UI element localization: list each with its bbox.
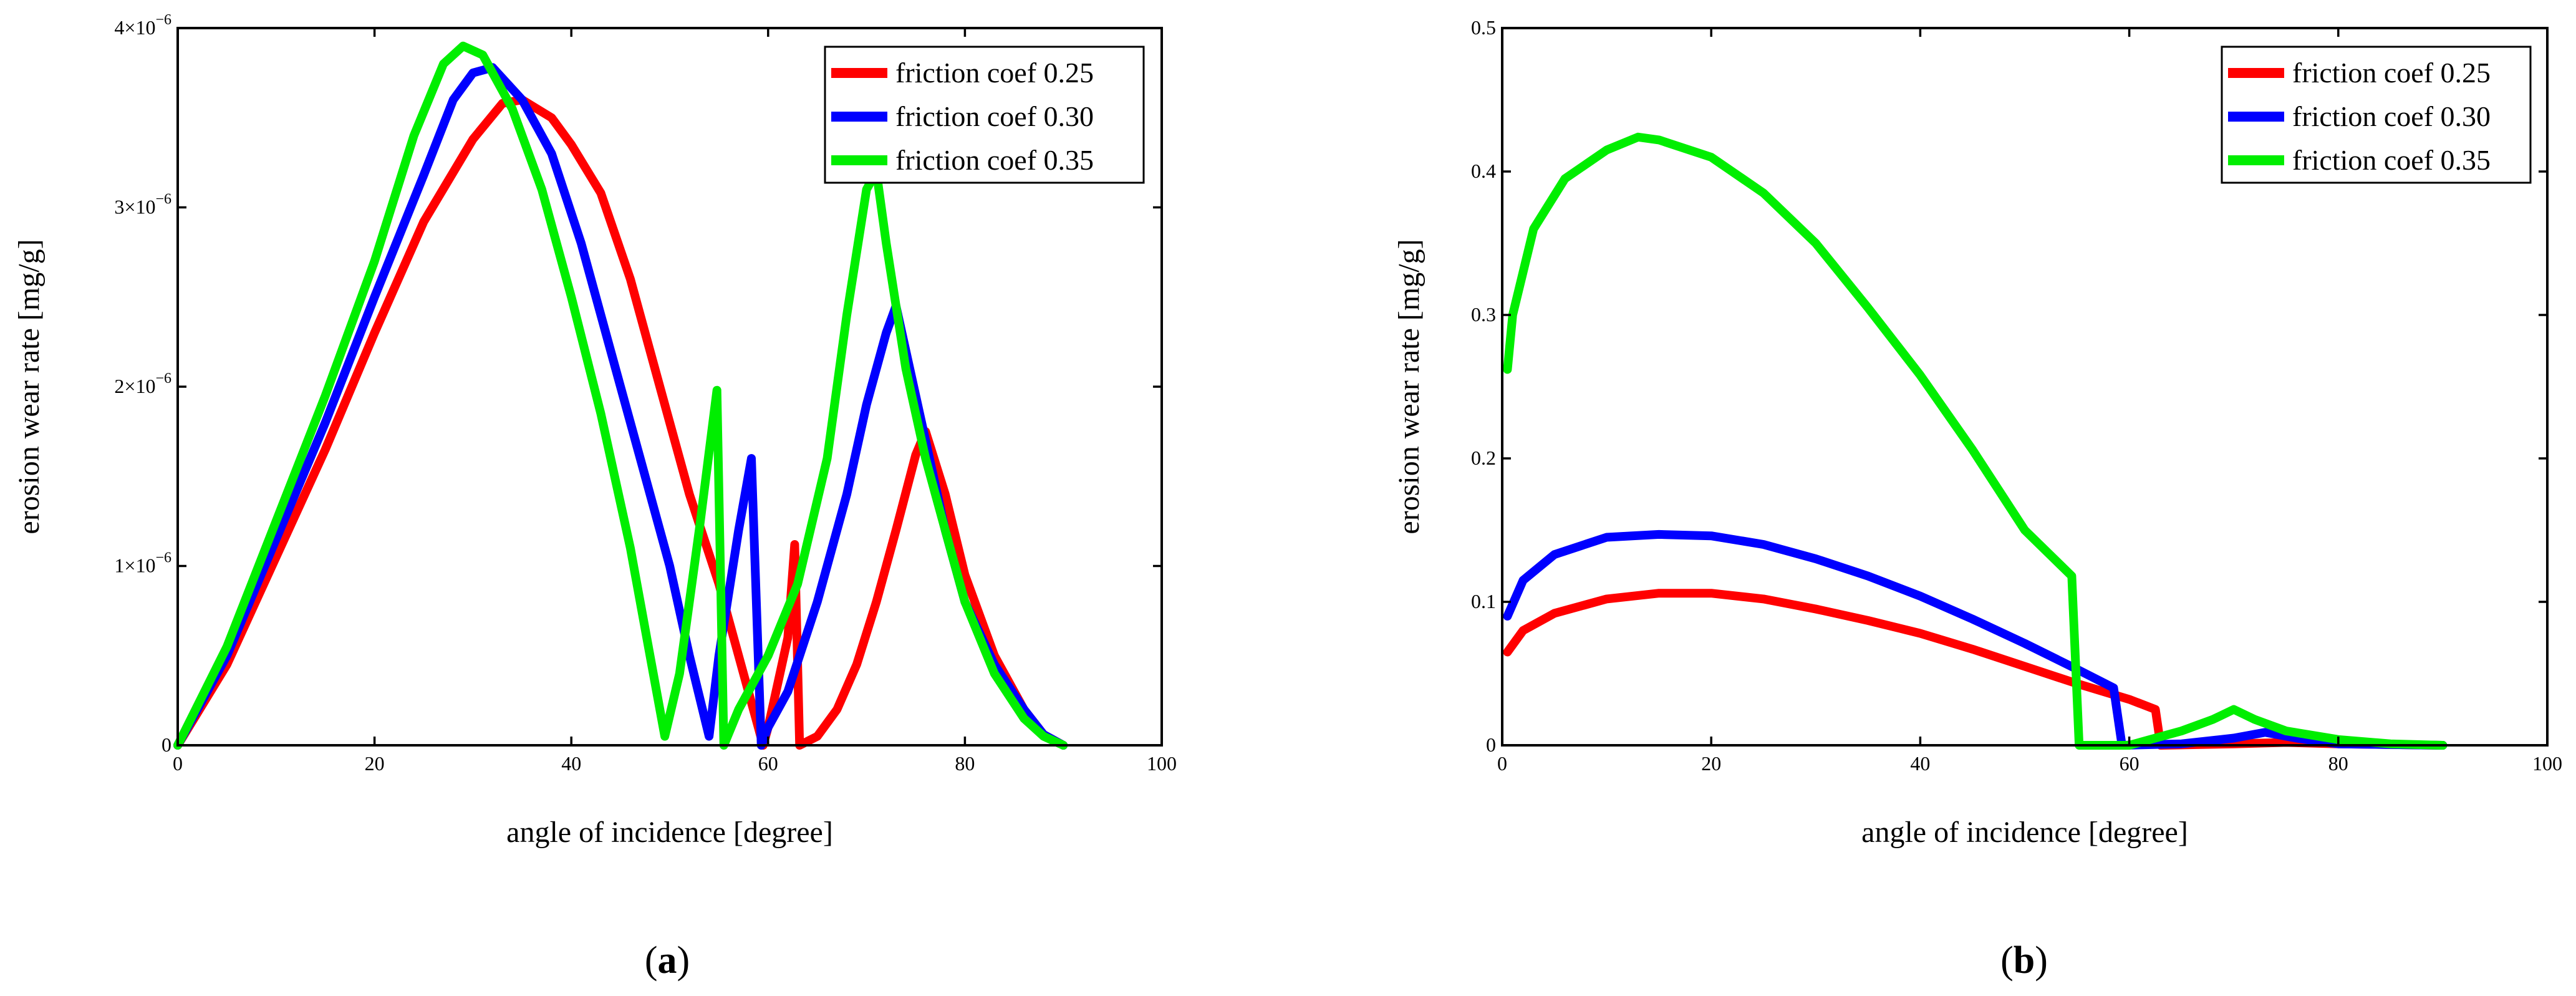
x-tick-label: 20	[1701, 752, 1721, 775]
caption-letter-b: b	[2014, 939, 2035, 982]
x-axis-label-b: angle of incidence [degree]	[1861, 816, 2188, 849]
x-tick-label: 100	[2532, 752, 2562, 775]
y-tick-label: 0.2	[1471, 447, 1496, 469]
y-tick-label: 0.5	[1471, 16, 1496, 39]
y-axis-label-b: erosion wear rate [mg/g]	[1392, 239, 1425, 534]
x-tick-label: 100	[1147, 752, 1177, 775]
y-tick-label: 0	[1486, 733, 1496, 756]
x-axis-label-a: angle of incidence [degree]	[506, 816, 833, 849]
legend-label: friction coef 0.25	[2292, 57, 2491, 89]
ticks-layer-b: 0 20 40 60 80 100 0 0.1 0.2 0.3 0.4 0.5	[1471, 16, 2562, 775]
y-tick-label: 0.4	[1471, 160, 1496, 182]
legend-label: friction coef 0.35	[2292, 144, 2491, 176]
x-tick-label: 40	[561, 752, 581, 775]
chart-panel-b: 0 20 40 60 80 100 0 0.1 0.2 0.3 0.4 0.5 angle of in…	[1392, 16, 2562, 982]
legend-b: friction coef 0.25 friction coef 0.30 fric…	[2221, 46, 2532, 184]
caption-letter-a: a	[658, 939, 677, 982]
legend-label: friction coef 0.25	[895, 57, 1094, 89]
y-tick-label: 0	[162, 733, 171, 756]
x-tick-label: 60	[2120, 752, 2139, 775]
legend-label: friction coef 0.30	[2292, 100, 2491, 132]
chart-panel-a: 0 20 40 60 80 100 0 1×10−6 2×10−6 3×10−6 4×10−6 an…	[12, 12, 1177, 982]
legend-a: friction coef 0.25 friction coef 0.30 fric…	[824, 46, 1145, 184]
y-tick-label: 0.3	[1471, 303, 1496, 326]
series-line-friction-coef-0-35	[1503, 132, 2448, 750]
x-tick-label: 80	[2328, 752, 2348, 775]
x-tick-label: 80	[955, 752, 975, 775]
y-axis-label-a: erosion wear rate [mg/g]	[12, 239, 46, 534]
x-tick-label: 20	[365, 752, 385, 775]
x-tick-label: 0	[173, 752, 183, 775]
x-tick-label: 40	[1910, 752, 1930, 775]
plot-frame-b	[1501, 27, 2549, 747]
ticks-layer-a: 0 20 40 60 80 100 0 1×10−6 2×10−6 3×10−6 4×10−6	[114, 12, 1177, 775]
x-tick-label: 0	[1497, 752, 1507, 775]
legend-label: friction coef 0.30	[895, 100, 1094, 132]
caption-b: (b)	[2000, 939, 2048, 982]
series-layer-b	[1503, 132, 2448, 750]
series-line-friction-coef-0-35	[173, 41, 1068, 750]
x-tick-label: 60	[758, 752, 778, 775]
y-tick-label: 3×10−6	[114, 191, 171, 218]
y-tick-label: 1×10−6	[114, 550, 171, 577]
y-tick-label: 0.1	[1471, 590, 1496, 612]
legend-label: friction coef 0.35	[895, 144, 1094, 176]
caption-a: (a)	[645, 939, 690, 982]
series-line-friction-coef-0-30	[1503, 529, 2448, 750]
y-tick-label: 4×10−6	[114, 12, 171, 39]
y-tick-label: 2×10−6	[114, 370, 171, 397]
